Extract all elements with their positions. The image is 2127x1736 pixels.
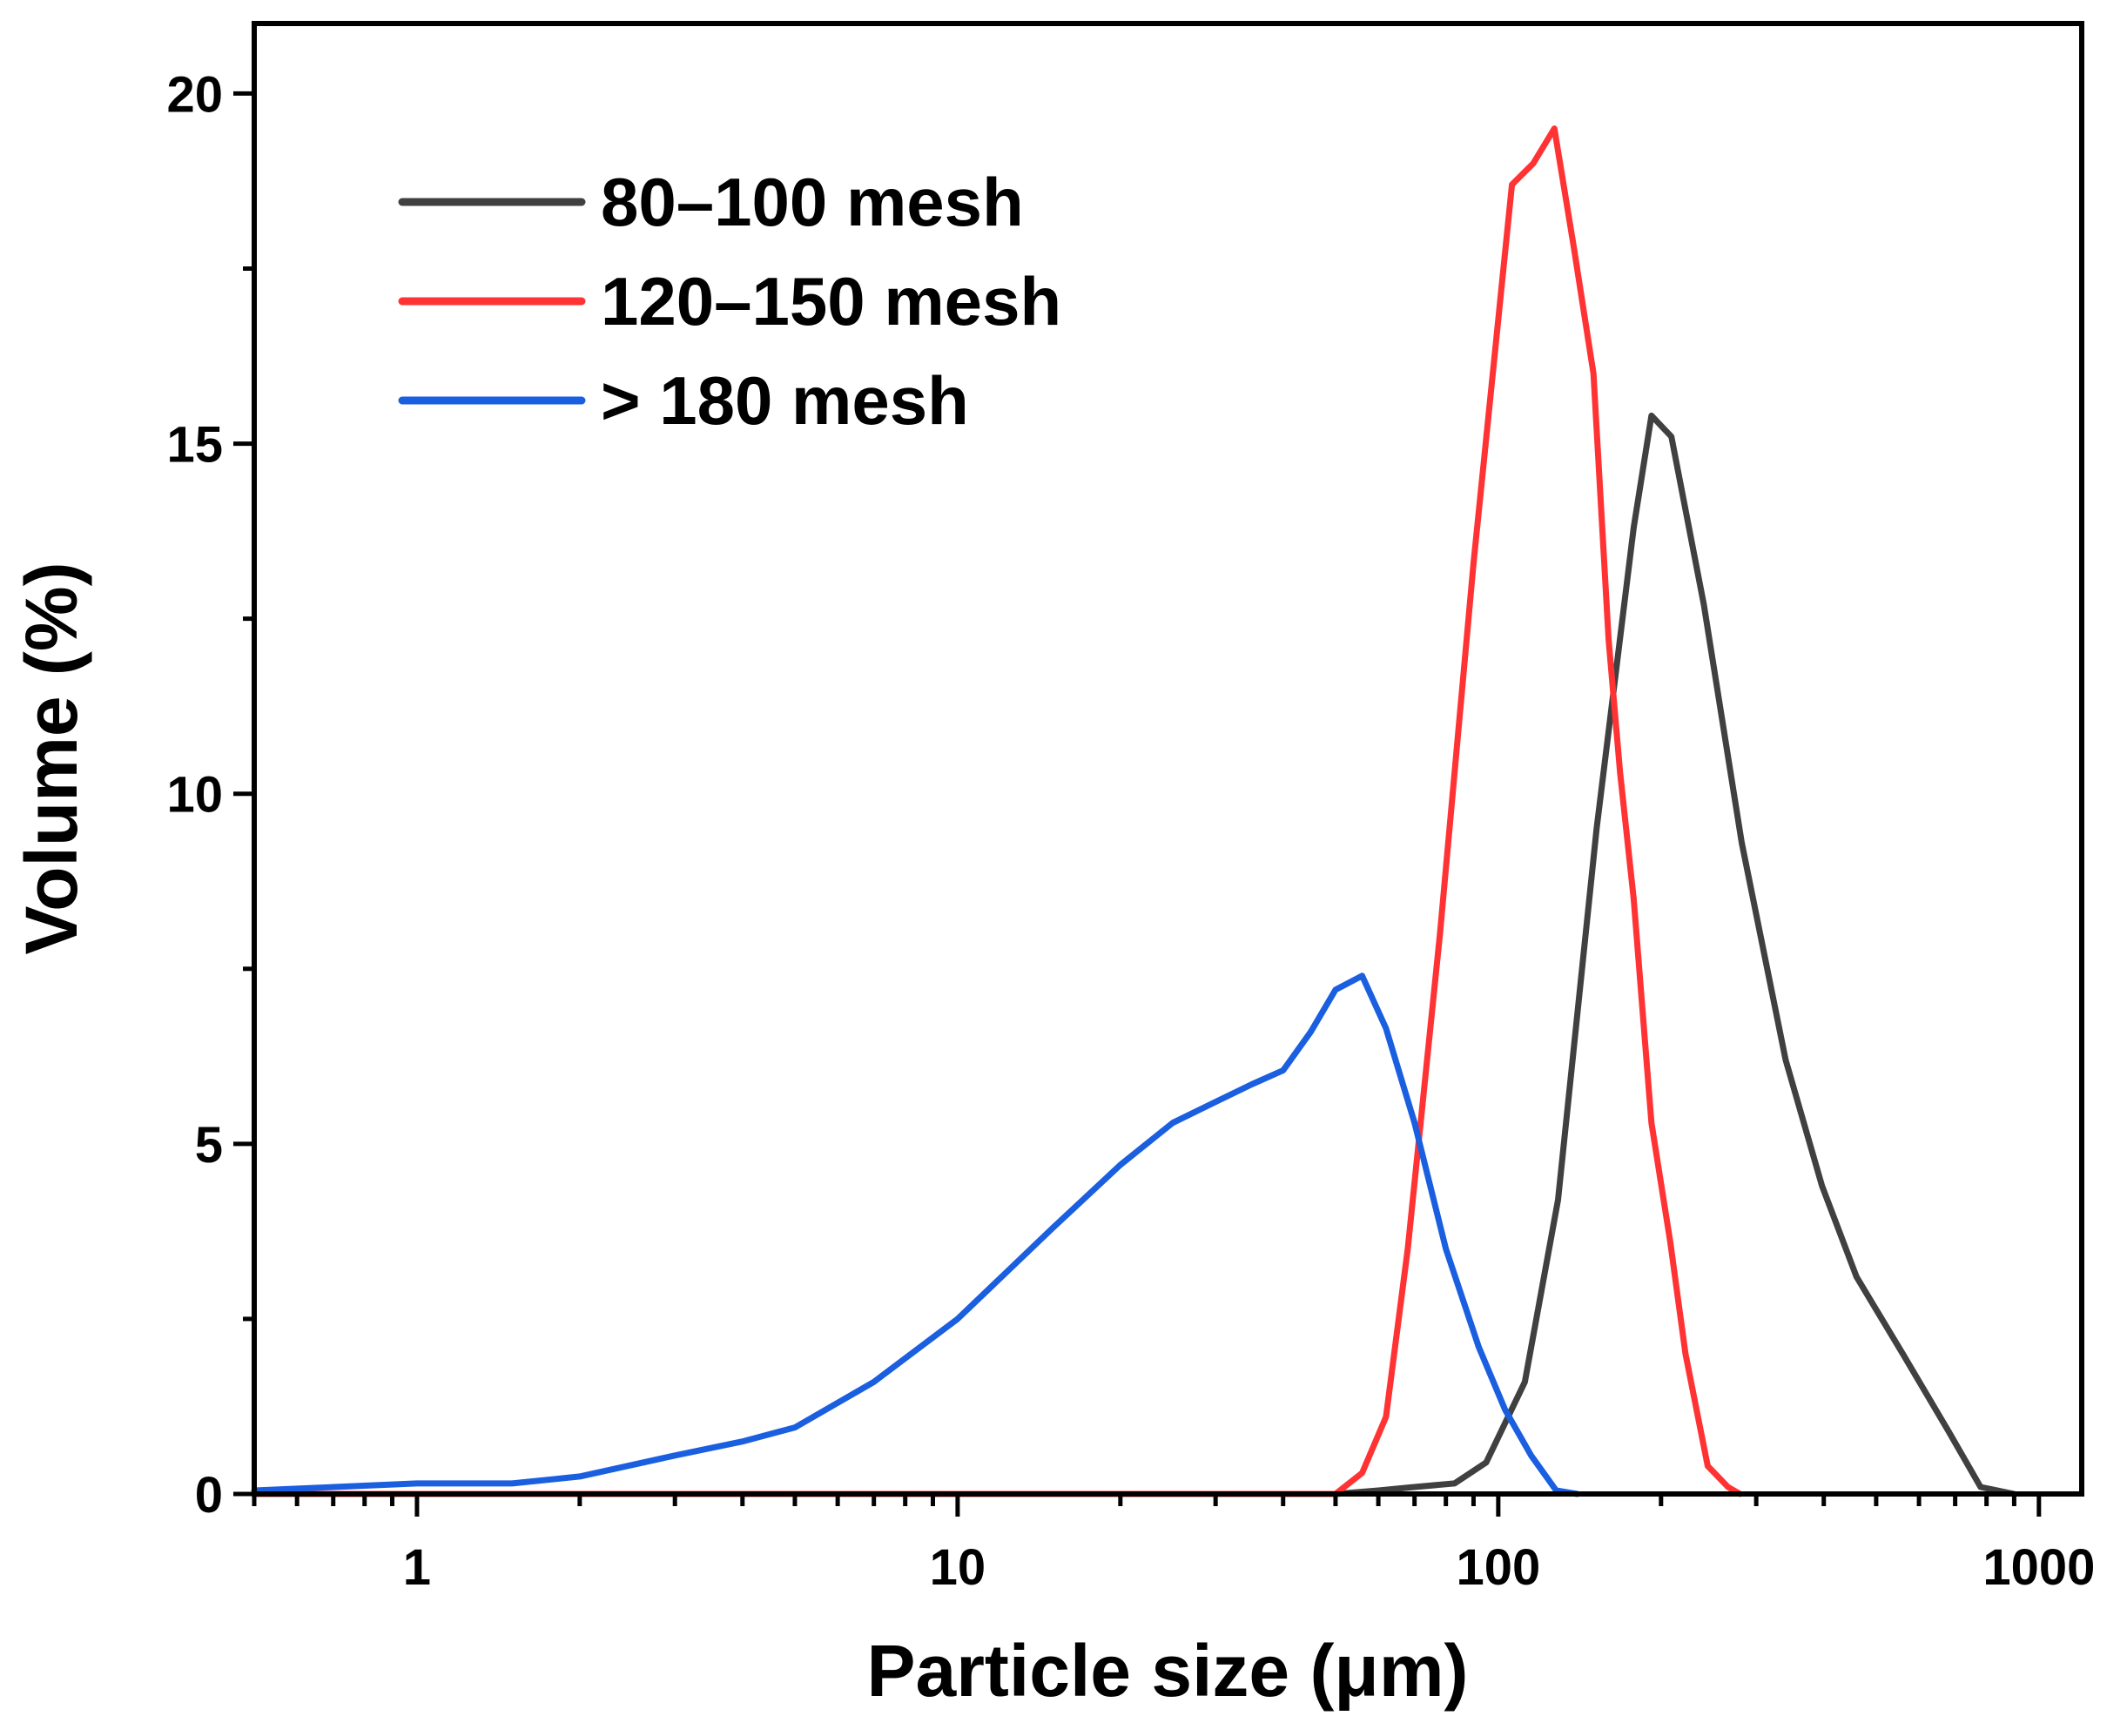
- ticks-layer: 0 5 10 15 20 1 10 100 1000: [166, 66, 2095, 1596]
- plot-frame: [252, 21, 2084, 1497]
- legend-label-2: 120–150 mesh: [601, 263, 1061, 340]
- legend-label-1: 80–100 mesh: [601, 164, 1024, 240]
- y-tick-label: 15: [166, 417, 223, 474]
- x-tick-label: 1000: [1982, 1539, 2095, 1596]
- series-layer: [251, 125, 2017, 1497]
- y-tick-label: 0: [195, 1467, 223, 1524]
- y-tick-label: 20: [166, 66, 223, 123]
- x-tick-label: 10: [930, 1539, 986, 1596]
- y-tick-label: 10: [166, 767, 223, 824]
- x-tick-label: 1: [403, 1539, 431, 1596]
- legend: 80–100 mesh 120–150 mesh > 180 mesh: [398, 164, 1061, 439]
- y-tick-label: 5: [195, 1117, 223, 1174]
- legend-label-3: > 180 mesh: [601, 362, 969, 439]
- x-axis-title: Particle size (μm): [867, 1630, 1469, 1712]
- series-line-1: [251, 412, 2017, 1497]
- series-line-2: [251, 125, 1743, 1497]
- series-line-3: [251, 972, 1581, 1497]
- y-axis-title: Volume (%): [10, 562, 92, 954]
- x-tick-label: 100: [1456, 1539, 1540, 1596]
